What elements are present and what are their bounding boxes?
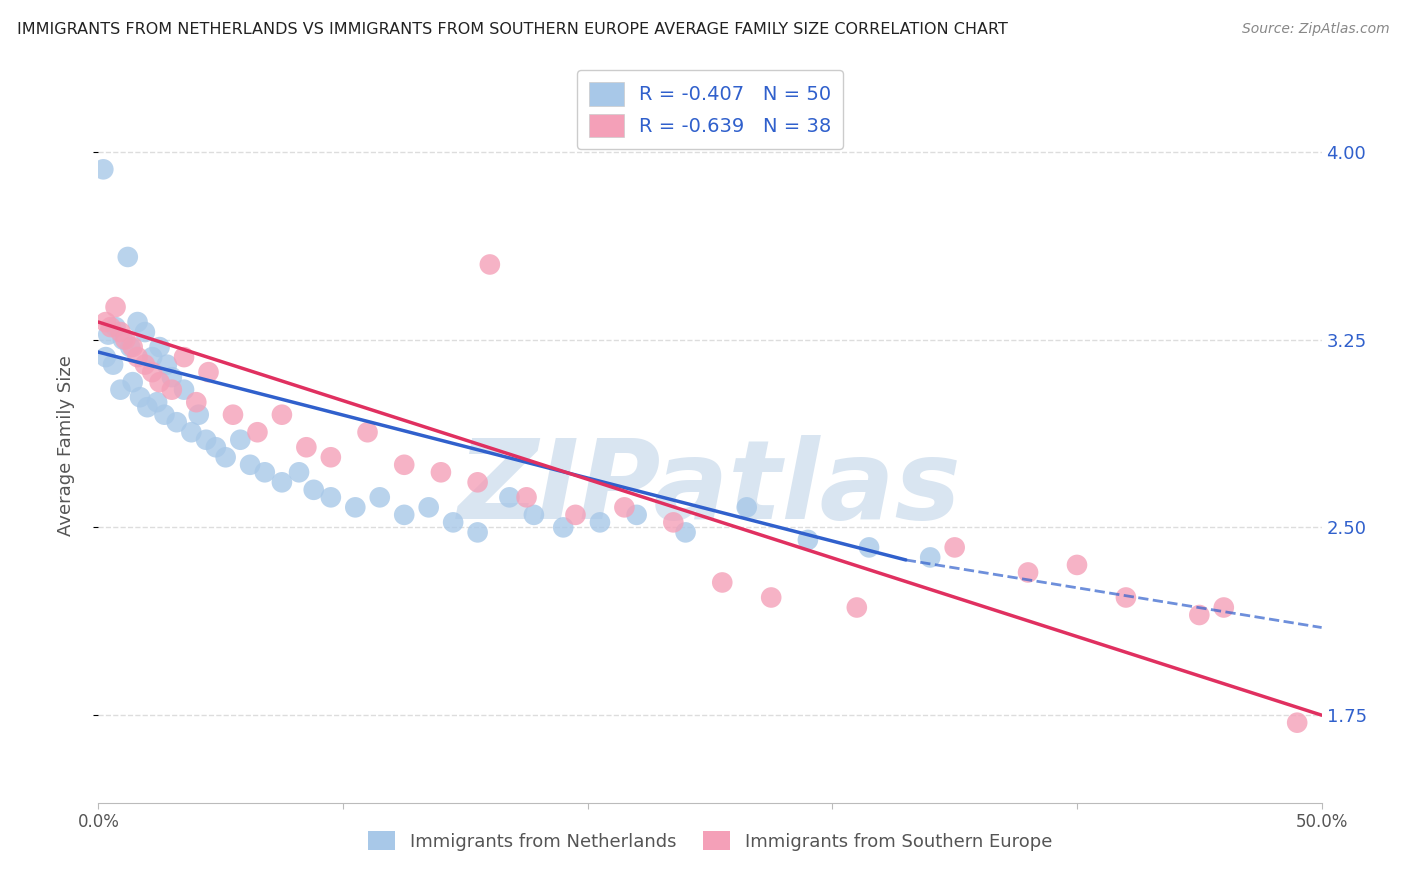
Point: [146, 395, 169, 409]
Point: [141, 350, 163, 364]
Point: [467, 525, 489, 540]
Point: [858, 541, 880, 555]
Point: [160, 370, 183, 384]
Point: [392, 458, 416, 472]
Point: [153, 408, 176, 422]
Point: [735, 500, 758, 515]
Point: [205, 440, 228, 454]
Point: [356, 425, 378, 440]
Point: [120, 340, 142, 354]
Point: [100, 320, 122, 334]
Point: [173, 383, 195, 397]
Point: [430, 465, 453, 479]
Point: [104, 300, 127, 314]
Point: [368, 491, 391, 505]
Point: [845, 600, 868, 615]
Point: [920, 550, 942, 565]
Point: [156, 358, 179, 372]
Point: [141, 365, 163, 379]
Point: [253, 465, 276, 479]
Point: [197, 365, 219, 379]
Point: [319, 491, 342, 505]
Point: [129, 390, 152, 404]
Point: [467, 475, 489, 490]
Point: [675, 525, 697, 540]
Point: [418, 500, 440, 515]
Point: [229, 433, 252, 447]
Point: [1188, 607, 1211, 622]
Point: [441, 516, 464, 530]
Point: [626, 508, 648, 522]
Point: [160, 383, 183, 397]
Point: [166, 415, 188, 429]
Point: [515, 491, 537, 505]
Point: [662, 516, 685, 530]
Point: [498, 491, 520, 505]
Point: [101, 358, 124, 372]
Point: [114, 333, 136, 347]
Point: [91, 162, 114, 177]
Point: [1212, 600, 1234, 615]
Point: [1017, 566, 1039, 580]
Point: [797, 533, 820, 547]
Point: [127, 315, 149, 329]
Point: [1286, 715, 1309, 730]
Point: [195, 433, 218, 447]
Point: [613, 500, 636, 515]
Point: [111, 333, 134, 347]
Text: IMMIGRANTS FROM NETHERLANDS VS IMMIGRANTS FROM SOUTHERN EUROPE AVERAGE FAMILY SI: IMMIGRANTS FROM NETHERLANDS VS IMMIGRANT…: [17, 22, 1008, 37]
Point: [121, 340, 143, 354]
Text: Source: ZipAtlas.com: Source: ZipAtlas.com: [1241, 22, 1389, 37]
Point: [478, 257, 501, 271]
Point: [246, 425, 269, 440]
Point: [186, 395, 208, 409]
Point: [134, 358, 156, 372]
Point: [149, 340, 172, 354]
Point: [136, 400, 159, 414]
Point: [180, 425, 202, 440]
Point: [319, 450, 342, 465]
Point: [110, 325, 132, 339]
Point: [134, 325, 156, 339]
Point: [523, 508, 546, 522]
Legend: Immigrants from Netherlands, Immigrants from Southern Europe: Immigrants from Netherlands, Immigrants …: [361, 824, 1059, 858]
Point: [344, 500, 367, 515]
Point: [117, 250, 139, 264]
Point: [1115, 591, 1137, 605]
Point: [270, 408, 294, 422]
Y-axis label: Average Family Size: Average Family Size: [56, 356, 75, 536]
Point: [173, 350, 195, 364]
Point: [564, 508, 586, 522]
Point: [149, 375, 172, 389]
Point: [110, 383, 132, 397]
Point: [270, 475, 294, 490]
Point: [239, 458, 262, 472]
Point: [761, 591, 783, 605]
Point: [97, 327, 120, 342]
Point: [222, 408, 245, 422]
Point: [711, 575, 734, 590]
Point: [302, 483, 325, 497]
Point: [943, 541, 966, 555]
Point: [295, 440, 318, 454]
Point: [94, 315, 117, 329]
Point: [127, 350, 149, 364]
Point: [553, 520, 575, 534]
Point: [288, 465, 311, 479]
Point: [589, 516, 612, 530]
Text: ZIPatlas: ZIPatlas: [458, 435, 962, 542]
Point: [94, 350, 117, 364]
Point: [187, 408, 209, 422]
Point: [121, 375, 143, 389]
Point: [214, 450, 236, 465]
Point: [1066, 558, 1088, 572]
Point: [392, 508, 416, 522]
Point: [104, 320, 127, 334]
